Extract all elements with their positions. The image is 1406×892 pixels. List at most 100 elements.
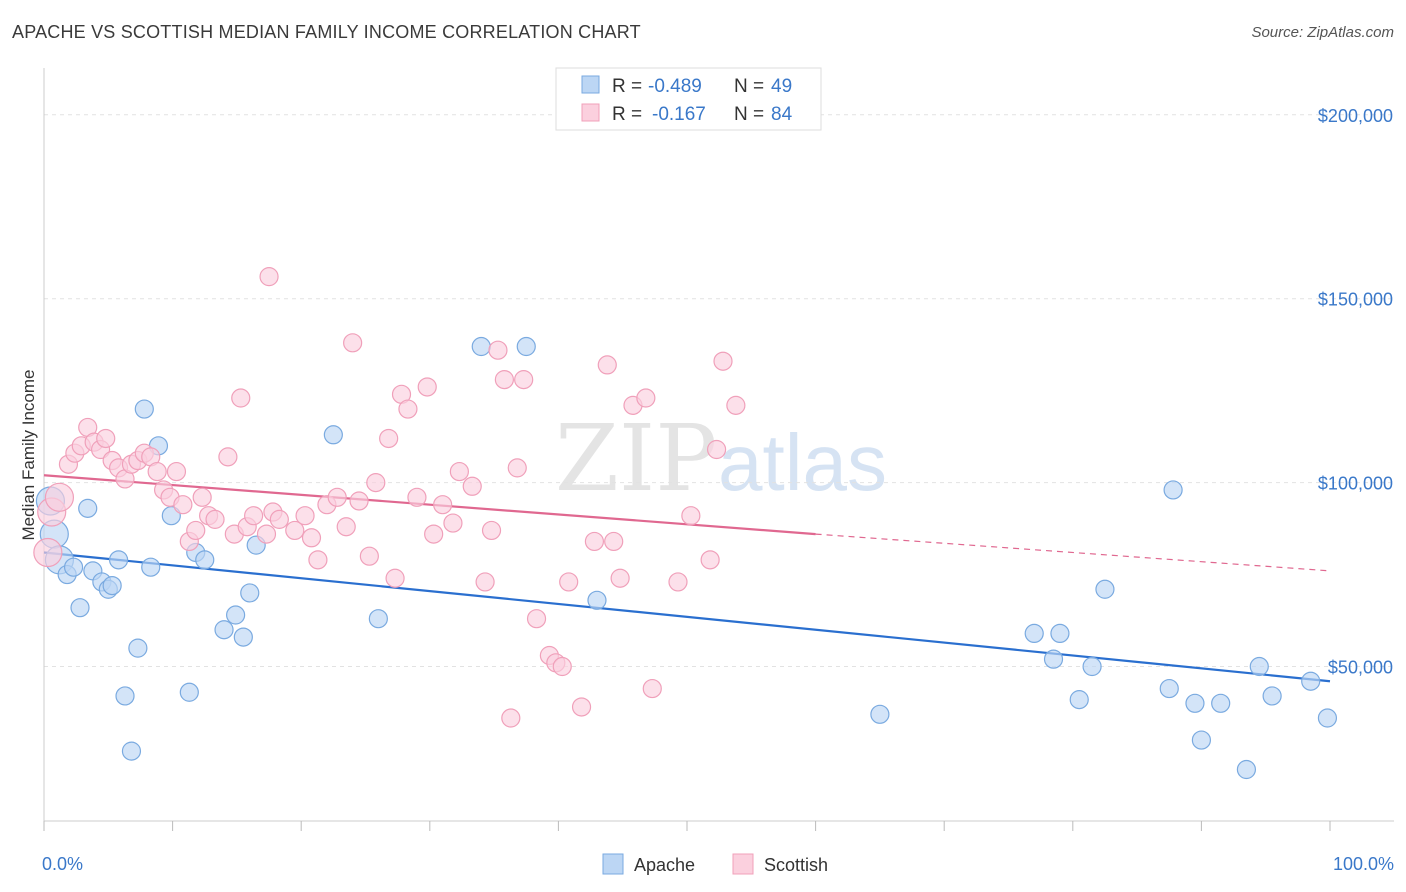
bottom-legend: Apache Scottish <box>602 853 828 875</box>
apache-point-10 <box>102 575 122 596</box>
apache-point-13 <box>121 741 142 761</box>
apache-point-22 <box>214 620 234 640</box>
scottish-point-82 <box>713 351 733 371</box>
legend-r-label-apache: R = <box>612 76 642 97</box>
apache-point-47 <box>1301 671 1321 691</box>
scottish-point-78 <box>668 572 688 592</box>
scottish-point-80 <box>700 550 720 570</box>
scottish-point-35 <box>259 267 279 287</box>
source-label: Source: ZipAtlas.com <box>1251 24 1394 41</box>
scottish-point-69 <box>559 572 579 592</box>
scottish-point-23 <box>186 520 206 541</box>
apache-point-46 <box>1262 686 1282 706</box>
apache-point-21 <box>195 550 215 570</box>
scottish-point-36 <box>285 520 305 541</box>
apache-point-12 <box>115 686 135 706</box>
scottish-point-58 <box>475 572 495 592</box>
scottish-point-31 <box>244 506 264 526</box>
scottish-point-37 <box>295 506 315 526</box>
apache-point-42 <box>1191 730 1212 750</box>
bottom-legend-swatch-scottish <box>732 853 754 875</box>
scottish-point-24 <box>192 487 212 507</box>
scottish-point-81 <box>706 439 727 460</box>
scottish-point-46 <box>366 473 386 493</box>
apache-point-41 <box>1185 693 1205 713</box>
scottish-point-52 <box>417 377 437 397</box>
scottish-point-64 <box>514 370 534 390</box>
scottish-point-42 <box>336 517 356 537</box>
scottish-point-39 <box>308 550 328 570</box>
apache-point-25 <box>240 583 260 603</box>
chart-title: APACHE VS SCOTTISH MEDIAN FAMILY INCOME … <box>12 22 641 42</box>
scottish-point-63 <box>507 458 527 478</box>
apache-point-48 <box>1317 708 1338 728</box>
scottish-point-26 <box>205 509 225 529</box>
y-tick-label-2: $150,000 <box>1318 290 1393 310</box>
scottish-point-54 <box>433 495 453 515</box>
scottish-point-27 <box>218 447 238 467</box>
bottom-legend-swatch-apache <box>602 853 624 875</box>
apache-point-19 <box>179 682 199 702</box>
apache-point-30 <box>516 336 536 357</box>
scottish-point-38 <box>301 528 322 548</box>
apache-point-4 <box>63 557 84 577</box>
x-tick-label-1: 100.0% <box>1333 854 1394 874</box>
apache-point-24 <box>233 627 253 647</box>
scottish-trend-extension <box>815 533 1331 572</box>
y-tick-label-0: $50,000 <box>1328 658 1393 678</box>
apache-point-40 <box>1163 480 1183 500</box>
watermark-atlas: atlas <box>718 418 887 507</box>
apache-point-44 <box>1236 759 1257 780</box>
scottish-point-60 <box>488 340 508 360</box>
scottish-point-48 <box>385 568 405 588</box>
scottish-point-72 <box>597 355 617 375</box>
apache-point-28 <box>368 609 388 629</box>
scottish-point-51 <box>407 487 427 507</box>
apache-point-27 <box>323 425 343 445</box>
legend-n-label-scottish: N = <box>734 104 764 125</box>
apache-point-38 <box>1095 579 1115 599</box>
scottish-point-0 <box>33 537 63 568</box>
watermark: ZIP atlas <box>555 405 887 512</box>
scottish-point-29 <box>231 388 251 408</box>
scottish-point-45 <box>359 546 379 566</box>
apache-point-36 <box>1069 690 1089 710</box>
scottish-point-73 <box>604 531 624 552</box>
y-tick-labels: $50,000 $100,000 $150,000 $200,000 <box>1318 106 1393 678</box>
legend-swatch-scottish <box>581 103 600 122</box>
watermark-zip: ZIP <box>555 405 717 512</box>
scottish-point-83 <box>726 395 746 415</box>
scottish-point-57 <box>462 476 482 496</box>
apache-point-15 <box>134 399 154 419</box>
apache-point-16 <box>141 557 161 577</box>
legend-r-label-scottish: R = <box>612 104 642 125</box>
legend-n-value-apache: 49 <box>771 76 792 97</box>
scottish-point-55 <box>443 513 463 533</box>
scottish-point-74 <box>610 568 630 588</box>
scottish-point-41 <box>327 487 347 507</box>
scottish-point-20 <box>166 461 187 482</box>
bottom-legend-label-apache: Apache <box>634 855 695 875</box>
apache-point-31 <box>587 590 607 610</box>
scottish-point-17 <box>147 461 167 482</box>
apache-point-29 <box>471 336 491 357</box>
legend-n-label-apache: N = <box>734 76 764 97</box>
x-tick-labels: 0.0% 100.0% <box>42 854 1394 874</box>
scottish-point-2 <box>44 482 75 512</box>
apache-point-6 <box>78 498 98 518</box>
legend-box: R = -0.489 N = 49 R = -0.167 N = 84 <box>555 67 822 131</box>
scottish-point-71 <box>584 531 605 552</box>
scottish-point-9 <box>96 428 116 449</box>
scottish-point-32 <box>256 524 277 544</box>
apache-point-37 <box>1082 656 1102 677</box>
apache-point-5 <box>70 598 90 618</box>
y-tick-label-3: $200,000 <box>1318 106 1393 126</box>
scottish-point-43 <box>343 333 363 353</box>
y-axis-title: Median Family Income <box>19 369 38 540</box>
apache-point-23 <box>226 605 246 625</box>
scottish-point-44 <box>349 491 369 511</box>
scottish-point-65 <box>526 609 547 629</box>
scottish-point-53 <box>424 524 444 544</box>
scottish-point-68 <box>552 656 572 677</box>
